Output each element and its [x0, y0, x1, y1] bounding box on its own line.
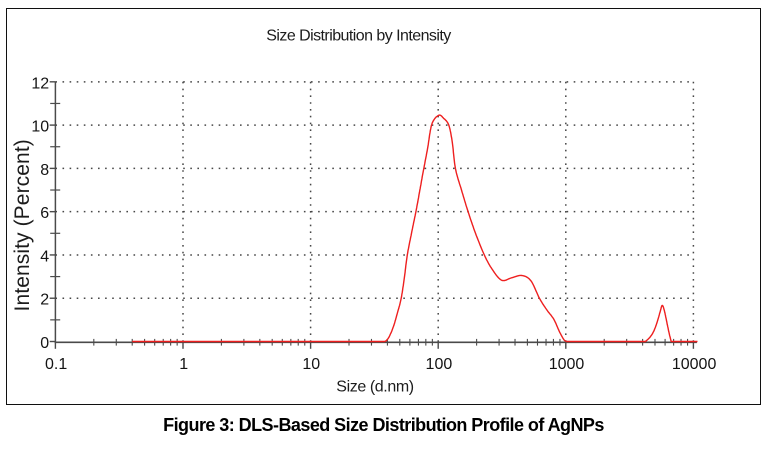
svg-text:Size Distribution by Intensity: Size Distribution by Intensity	[266, 28, 451, 45]
svg-text:0.1: 0.1	[45, 356, 67, 373]
svg-text:10: 10	[31, 119, 49, 136]
svg-text:1000: 1000	[549, 356, 585, 373]
svg-text:100: 100	[426, 356, 453, 373]
svg-text:10: 10	[302, 356, 320, 373]
svg-text:0: 0	[40, 335, 49, 352]
svg-text:Size (d.nm): Size (d.nm)	[336, 379, 413, 396]
svg-text:10000: 10000	[672, 356, 717, 373]
svg-text:12: 12	[31, 75, 49, 92]
svg-text:8: 8	[40, 162, 49, 179]
svg-text:2: 2	[40, 292, 49, 309]
svg-text:4: 4	[40, 248, 49, 265]
svg-text:Intensity (Percent): Intensity (Percent)	[11, 139, 34, 311]
svg-text:1: 1	[179, 356, 188, 373]
svg-text:6: 6	[40, 205, 49, 222]
